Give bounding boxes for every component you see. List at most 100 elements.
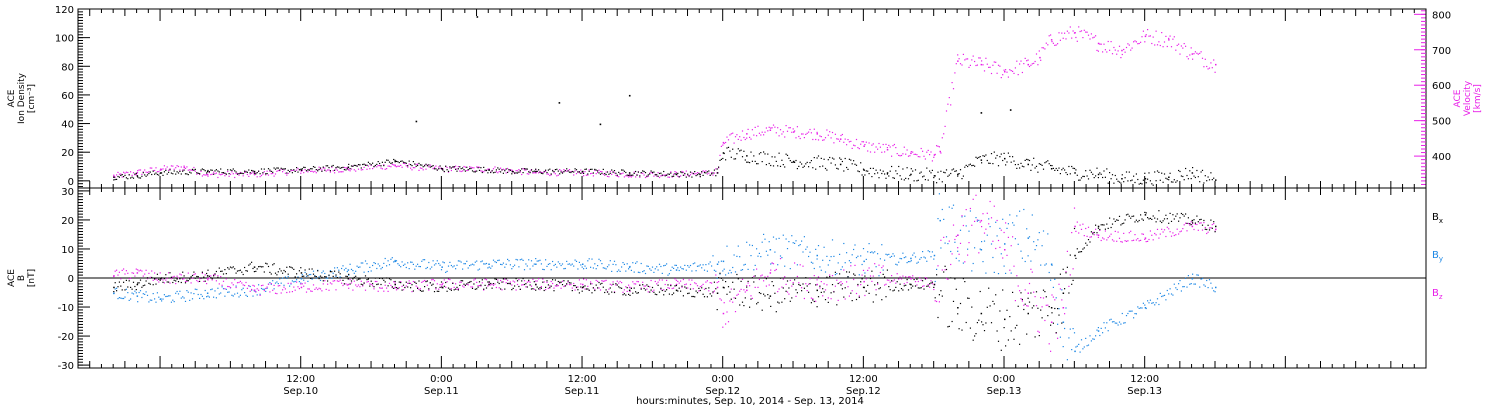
data-point [1166,45,1168,48]
data-point [274,292,277,294]
data-point [916,284,918,286]
data-point [950,172,952,175]
data-point [685,287,687,289]
data-point [750,298,752,300]
data-point [1073,207,1076,209]
data-point [484,169,486,171]
data-point [802,283,804,285]
data-point [1019,210,1021,212]
data-point [1114,230,1116,232]
data-point [152,293,154,295]
data-point [1142,179,1144,181]
data-point [471,286,474,288]
data-point [304,169,306,171]
data-point [529,284,531,286]
data-point [166,281,168,283]
data-point [761,131,763,133]
data-point [833,255,835,257]
data-point [913,153,915,155]
data-point [258,170,260,172]
data-point [287,273,289,275]
data-point [951,207,953,209]
data-point [948,240,950,242]
data-point [910,257,912,260]
data-point [125,270,127,272]
data-point [155,167,157,169]
data-point [952,204,955,206]
data-point [539,289,541,291]
data-point [933,254,936,257]
data-point [1058,167,1060,169]
data-point [1211,224,1213,226]
y-tick-label: 20 [61,148,74,159]
data-point [1005,69,1007,71]
data-point [1114,174,1116,177]
data-point [701,171,703,173]
data-point [547,173,549,175]
data-point [618,269,620,271]
data-point [1138,307,1140,309]
data-point [868,243,870,245]
data-point [981,60,983,62]
data-point [187,169,189,171]
data-point [850,159,852,161]
data-point [722,312,725,315]
data-point [457,168,459,170]
data-point [670,269,672,271]
data-point [812,262,814,264]
data-point [974,247,976,249]
y-tick-label: 600 [1432,81,1451,92]
data-point [978,219,980,221]
data-point [816,289,818,292]
data-point [592,267,594,269]
data-point [848,295,850,297]
y-tick-label: 20 [61,216,74,227]
data-point [343,169,345,171]
data-point [398,287,400,289]
data-point [162,279,164,281]
data-point [694,296,696,298]
data-point [643,174,645,176]
data-point [379,287,381,289]
data-point [498,287,500,289]
data-point [922,150,924,152]
data-point [1190,47,1192,49]
data-point [200,170,202,172]
data-point [347,269,350,271]
data-point [1030,268,1032,270]
data-point [1080,339,1083,341]
data-point [976,157,978,159]
data-point [474,278,476,280]
data-point [957,54,959,56]
x-tick-time-label: 0:00 [711,374,733,385]
data-point [1133,41,1135,43]
data-point [604,291,606,294]
data-point [236,282,239,284]
data-point [760,134,762,136]
data-point [471,170,474,172]
data-point [1050,263,1053,265]
data-point [644,272,647,275]
data-point [741,156,744,158]
data-point [799,244,801,246]
data-point [377,283,379,285]
data-point [587,173,589,175]
data-point [689,174,692,176]
data-point [1092,233,1094,235]
data-point [279,169,281,171]
data-point [719,272,721,274]
data-point [487,172,489,174]
data-point [649,268,651,270]
data-point [393,287,395,289]
data-point [176,275,178,277]
data-point [848,158,850,160]
data-point [262,284,264,286]
data-point [516,259,519,261]
data-point [784,265,786,267]
data-point [214,290,216,292]
data-point [670,171,672,173]
data-point [906,262,908,264]
data-point [594,168,596,170]
data-point [376,280,378,283]
data-point [1045,296,1047,298]
